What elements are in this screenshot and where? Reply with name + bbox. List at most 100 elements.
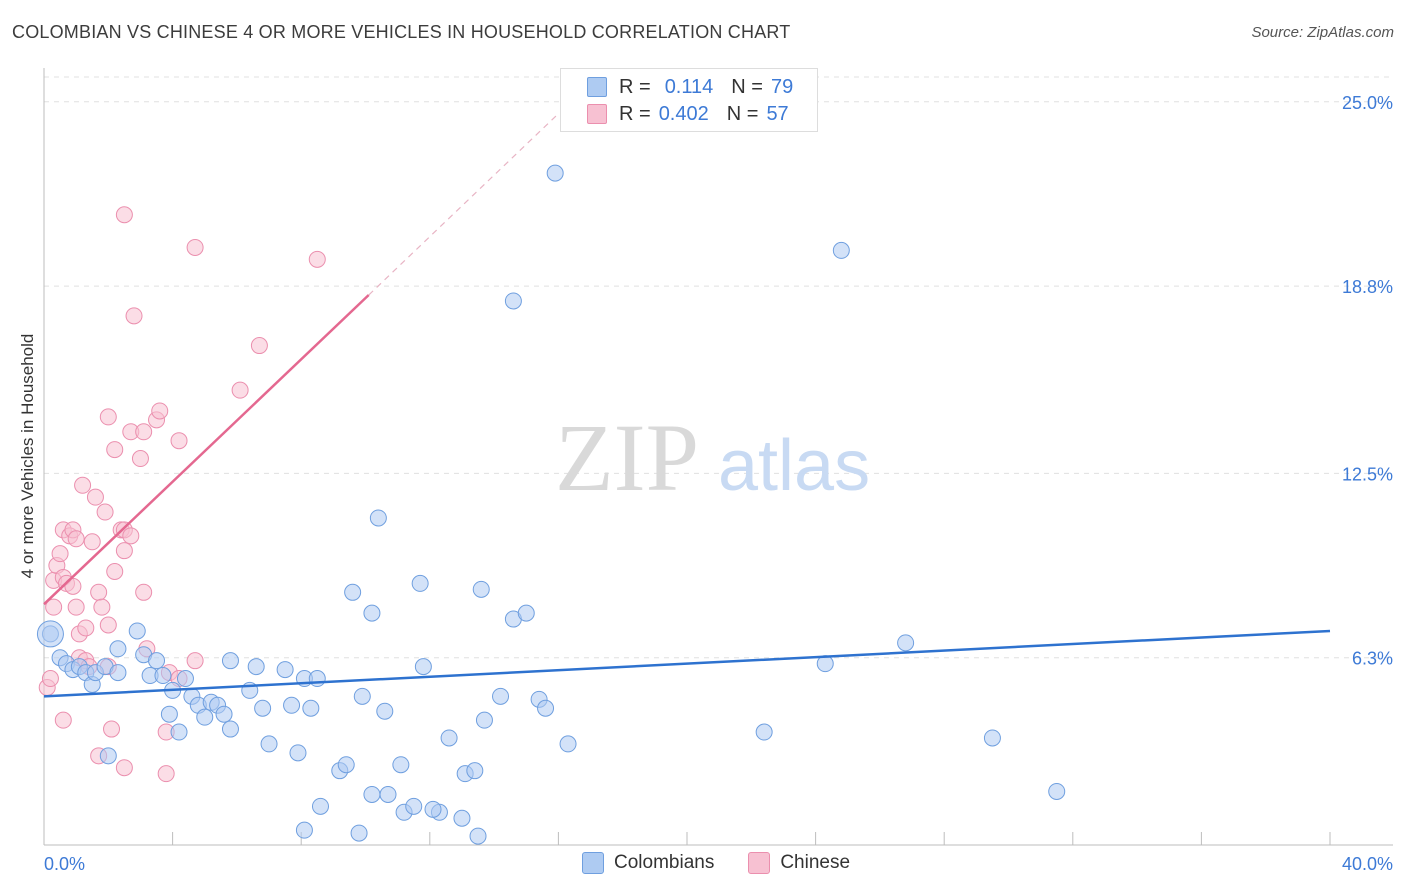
chinese-point — [131, 450, 149, 468]
chinese-point — [77, 619, 95, 637]
chinese-point — [83, 533, 101, 551]
colombian-point — [537, 699, 555, 717]
trend-lines — [43, 113, 1331, 698]
chinese-trend-line — [43, 294, 370, 606]
source-label: Source: ZipAtlas.com — [1251, 24, 1394, 41]
y-tick-label: 12.5% — [1342, 464, 1393, 484]
legend-n-label: N = — [731, 75, 763, 98]
chinese-points — [38, 206, 326, 783]
legend-swatch-colombians — [582, 852, 604, 874]
colombian-points — [36, 164, 1066, 845]
colombian-point — [475, 711, 493, 729]
chinese-point — [54, 711, 72, 729]
colombian-point — [221, 720, 239, 738]
legend-label-colombians: Colombians — [614, 852, 715, 873]
colombian-point — [369, 509, 387, 527]
chinese-point — [45, 598, 63, 616]
legend-swatch-chinese — [748, 852, 771, 874]
colombian-point — [215, 705, 233, 723]
chinese-point — [51, 545, 69, 563]
colombian-trend-line — [43, 629, 1331, 698]
colombian-point — [170, 723, 188, 741]
chinese-point — [151, 402, 169, 420]
grid-lines — [44, 76, 1393, 659]
legend-n-label: N = — [726, 102, 759, 125]
legend-n-value: 79 — [770, 75, 794, 98]
chinese-point — [99, 408, 117, 426]
colombian-point — [160, 705, 178, 723]
series-legend: Colombians Chinese — [582, 852, 884, 874]
legend-swatch-chinese — [587, 104, 607, 124]
chinese-point — [67, 530, 85, 548]
colombian-point — [363, 785, 381, 803]
colombian-point — [897, 634, 915, 652]
chart-title: COLOMBIAN VS CHINESE 4 OR MORE VEHICLES … — [12, 22, 791, 42]
colombian-point — [546, 164, 564, 182]
colombian-point — [283, 696, 301, 714]
chinese-point — [157, 765, 175, 783]
colombian-point — [466, 762, 484, 780]
colombian-point — [99, 747, 117, 765]
chinese-point — [93, 598, 111, 616]
colombian-point — [276, 661, 294, 679]
colombian-point — [504, 292, 522, 310]
colombian-point — [36, 620, 64, 648]
colombian-point — [405, 797, 423, 815]
chinese-point — [115, 542, 133, 560]
chinese-point — [250, 337, 268, 355]
colombian-point — [196, 708, 214, 726]
chinese-point — [170, 432, 188, 450]
colombian-point — [376, 702, 394, 720]
colombian-point — [832, 241, 850, 259]
colombian-point — [411, 574, 429, 592]
chinese-point — [41, 670, 59, 688]
colombian-point — [260, 735, 278, 753]
chinese-point — [186, 238, 204, 256]
colombian-point — [344, 583, 362, 601]
colombian-point — [311, 797, 329, 815]
legend-item-chinese: Chinese — [748, 852, 850, 874]
legend-swatch-colombians — [587, 77, 607, 97]
chinese-point — [308, 250, 326, 268]
colombian-point — [392, 756, 410, 774]
colombian-point — [414, 658, 432, 676]
legend-n-value: 57 — [766, 102, 789, 125]
y-tick-label: 18.8% — [1342, 277, 1393, 297]
colombian-point — [337, 756, 355, 774]
colombian-point — [424, 800, 442, 818]
chinese-point — [122, 527, 140, 545]
chinese-point — [90, 583, 108, 601]
watermark-zip: ZIP — [555, 404, 699, 511]
chinese-trend-extension — [368, 113, 559, 296]
chinese-point — [115, 206, 133, 224]
chinese-point — [231, 381, 249, 399]
chinese-point — [106, 562, 124, 580]
chinese-point — [99, 616, 117, 634]
colombian-point — [254, 699, 272, 717]
chinese-point — [67, 598, 85, 616]
colombian-point — [492, 687, 510, 705]
legend-label-chinese: Chinese — [780, 852, 851, 873]
legend-row-colombians: R = 0.114 N = 79 — [587, 75, 793, 99]
colombian-point — [154, 667, 172, 685]
colombian-point — [453, 809, 471, 827]
watermark-atlas: atlas — [718, 426, 870, 506]
chinese-point — [186, 652, 204, 670]
chinese-point — [86, 488, 104, 506]
colombian-point — [517, 604, 535, 622]
colombian-point — [221, 652, 239, 670]
legend-r-value: 0.114 — [664, 75, 714, 98]
correlation-legend: R = 0.114 N = 79 R = 0.402 N = 57 — [560, 68, 818, 132]
y-axis-label: 4 or more Vehicles in Household — [18, 333, 37, 579]
legend-r-label: R = — [619, 102, 651, 125]
chinese-point — [115, 759, 133, 777]
colombian-point — [983, 729, 1001, 747]
y-tick-labels: 6.3% 12.5% 18.8% 25.0% — [1342, 93, 1393, 669]
chinese-point — [135, 423, 153, 441]
legend-row-chinese: R = 0.402 N = 57 — [587, 102, 789, 126]
colombian-point — [148, 652, 166, 670]
x-tick-label-max: 40.0% — [1342, 854, 1393, 874]
colombian-point — [289, 744, 307, 762]
colombian-point — [472, 580, 490, 598]
